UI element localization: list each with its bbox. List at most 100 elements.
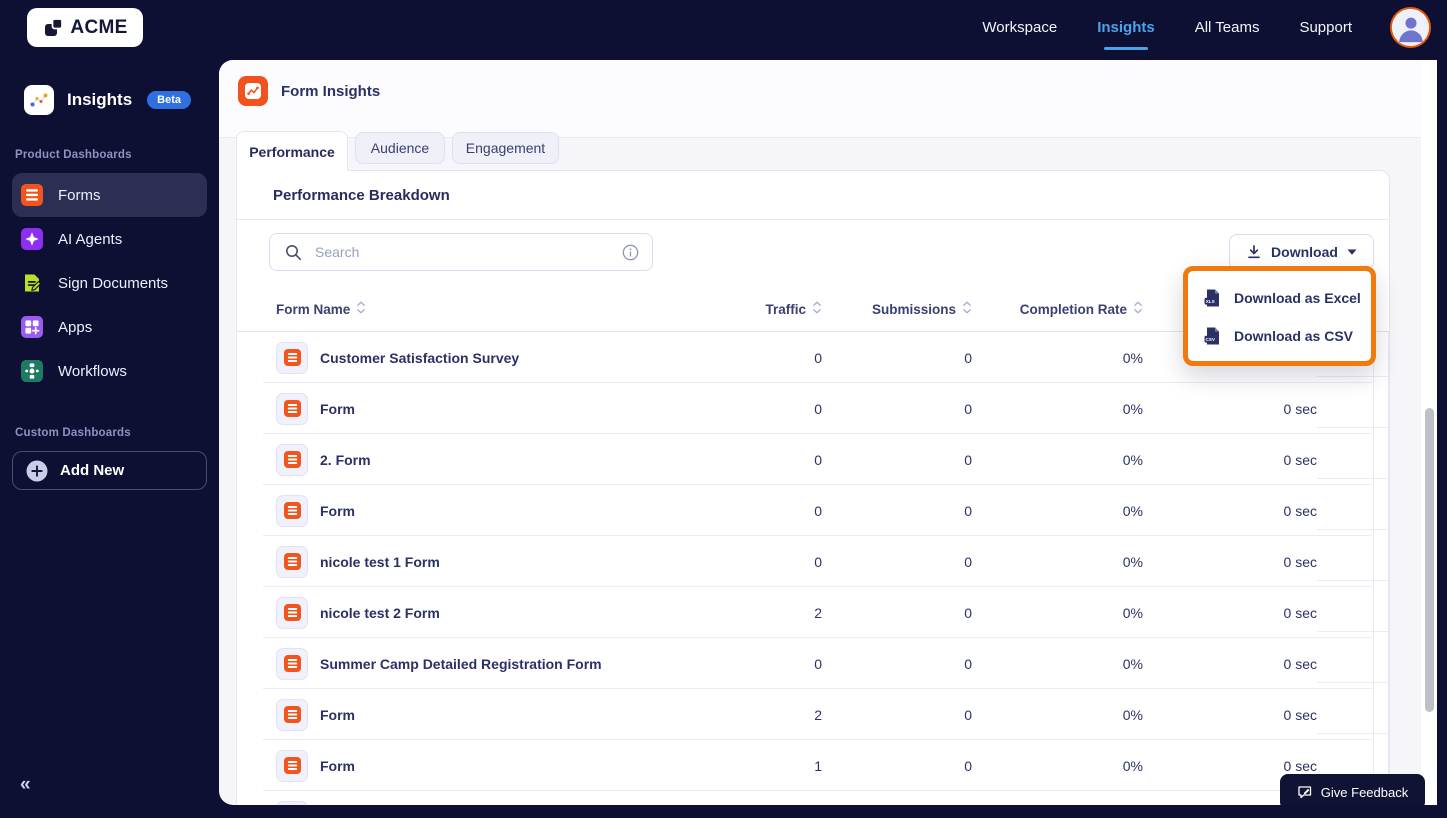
scrollbar-thumb[interactable] bbox=[1424, 408, 1434, 712]
traffic-value: 2 bbox=[814, 604, 822, 621]
avg-time-value: 0 sec bbox=[1283, 706, 1317, 723]
submissions-value: 0 bbox=[964, 655, 972, 672]
table-right-divider bbox=[1373, 332, 1374, 805]
svg-text:CSV: CSV bbox=[1205, 337, 1215, 342]
nav-link-insights[interactable]: Insights bbox=[1095, 13, 1157, 42]
completion-rate-value: 0% bbox=[1122, 604, 1143, 621]
table-header: Form Name Traffic Submissions Completion… bbox=[237, 287, 1389, 332]
tab-audience[interactable]: Audience bbox=[355, 132, 445, 164]
table-row[interactable]: Form 0 0 0% 0 sec bbox=[237, 383, 1389, 434]
avatar[interactable] bbox=[1390, 7, 1431, 48]
acme-logo-text: ACME bbox=[70, 16, 128, 38]
avg-time-value: 0 sec bbox=[1283, 400, 1317, 417]
tab-bar: Performance Audience Engagement bbox=[219, 131, 1437, 171]
form-name: Form bbox=[320, 502, 355, 519]
column-header-form-name[interactable]: Form Name bbox=[276, 300, 702, 318]
ai-agents-icon bbox=[21, 228, 43, 250]
form-name: 2. Form bbox=[320, 451, 371, 468]
add-new-label: Add New bbox=[60, 462, 125, 479]
submissions-value: 0 bbox=[964, 502, 972, 519]
sidebar-title: Insights bbox=[67, 90, 133, 109]
beta-badge: Beta bbox=[147, 91, 192, 109]
submissions-value: 0 bbox=[964, 349, 972, 366]
sidebar-item-apps[interactable]: Apps bbox=[12, 305, 207, 349]
avg-time-value: 0 sec bbox=[1283, 757, 1317, 774]
xls-file-icon: XLS bbox=[1202, 288, 1222, 308]
tab-engagement[interactable]: Engagement bbox=[452, 132, 559, 164]
completion-rate-value: 0% bbox=[1122, 757, 1143, 774]
menu-item-download-as-excel[interactable]: XLS Download as Excel bbox=[1188, 279, 1371, 317]
avg-time-value: 0 sec bbox=[1283, 451, 1317, 468]
person-icon bbox=[1392, 9, 1429, 46]
sidebar-item-workflows[interactable]: Workflows bbox=[12, 349, 207, 393]
column-header-traffic[interactable]: Traffic bbox=[702, 300, 822, 318]
sort-icon[interactable] bbox=[1133, 300, 1143, 318]
submissions-value: 0 bbox=[964, 400, 972, 417]
completion-rate-value: 0% bbox=[1122, 400, 1143, 417]
download-button[interactable]: Download bbox=[1229, 234, 1374, 270]
traffic-value: 0 bbox=[814, 349, 822, 366]
submissions-value: 0 bbox=[964, 757, 972, 774]
tab-performance[interactable]: Performance bbox=[236, 131, 348, 171]
table-row[interactable]: Summer Camp Detailed Registration Form 0… bbox=[237, 638, 1389, 689]
completion-rate-value: 0% bbox=[1122, 553, 1143, 570]
table-row[interactable]: 2. Form 0 0 0% 0 sec bbox=[237, 434, 1389, 485]
acme-logo-icon bbox=[42, 16, 66, 40]
sidebar-item-ai-agents[interactable]: AI Agents bbox=[12, 217, 207, 261]
table-row[interactable]: nicole test 1 Form 0 0 0% 0 sec bbox=[237, 536, 1389, 587]
sign-documents-icon bbox=[21, 272, 43, 294]
form-doc-icon bbox=[276, 647, 308, 680]
traffic-value: 1 bbox=[814, 757, 822, 774]
main-content: Form Insights Performance Audience Engagem… bbox=[219, 60, 1437, 805]
form-name: nicole test 2 Form bbox=[320, 604, 440, 621]
svg-text:XLS: XLS bbox=[1206, 299, 1215, 304]
form-doc-icon bbox=[276, 800, 308, 805]
completion-rate-value: 0% bbox=[1122, 349, 1143, 366]
chevron-down-icon bbox=[1347, 249, 1357, 255]
sidebar-item-forms[interactable]: Forms bbox=[12, 173, 207, 217]
download-icon bbox=[1246, 244, 1262, 260]
section-label-custom-dashboards: Custom Dashboards bbox=[15, 427, 131, 439]
avg-time-value: 0 sec bbox=[1283, 604, 1317, 621]
form-doc-icon bbox=[276, 494, 308, 527]
sort-icon[interactable] bbox=[812, 300, 822, 318]
search-input[interactable] bbox=[315, 244, 609, 260]
workflows-icon bbox=[21, 360, 43, 382]
traffic-value: 0 bbox=[814, 451, 822, 468]
info-icon[interactable] bbox=[622, 244, 639, 261]
menu-item-download-as-csv[interactable]: CSV Download as CSV bbox=[1188, 317, 1371, 355]
nav-link-all-teams[interactable]: All Teams bbox=[1194, 19, 1260, 36]
sidebar: Insights Beta Product Dashboards Forms A… bbox=[0, 55, 219, 818]
plus-circle-icon bbox=[26, 460, 48, 482]
column-header-completion-rate[interactable]: Completion Rate bbox=[972, 300, 1143, 318]
table-row[interactable]: nicole test 2 Form 2 0 0% 0 sec bbox=[237, 587, 1389, 638]
traffic-value: 0 bbox=[814, 655, 822, 672]
sort-icon[interactable] bbox=[962, 300, 972, 318]
sidebar-item-sign-documents[interactable]: Sign Documents bbox=[12, 261, 207, 305]
column-header-submissions[interactable]: Submissions bbox=[822, 300, 972, 318]
form-doc-icon bbox=[276, 443, 308, 476]
nav-link-support[interactable]: Support bbox=[1299, 19, 1352, 36]
form-doc-icon bbox=[276, 596, 308, 629]
give-feedback-button[interactable]: Give Feedback bbox=[1280, 774, 1425, 805]
download-menu: XLS Download as Excel CSV Download as CS… bbox=[1183, 266, 1376, 366]
table-row[interactable]: Form 2 0 0% 0 sec bbox=[237, 689, 1389, 740]
sort-icon[interactable] bbox=[356, 300, 366, 318]
avg-time-value: 0 sec bbox=[1283, 502, 1317, 519]
table-row[interactable] bbox=[237, 791, 1389, 805]
nav-link-workspace[interactable]: Workspace bbox=[982, 19, 1058, 36]
form-doc-icon bbox=[276, 392, 308, 425]
acme-logo[interactable]: ACME bbox=[27, 8, 143, 47]
completion-rate-value: 0% bbox=[1122, 502, 1143, 519]
table-row[interactable]: Form 0 0 0% 0 sec bbox=[237, 485, 1389, 536]
add-new-button[interactable]: Add New bbox=[12, 451, 207, 490]
form-name: Form bbox=[320, 757, 355, 774]
form-name: nicole test 1 Form bbox=[320, 553, 440, 570]
form-name: Form bbox=[320, 400, 355, 417]
search-box[interactable] bbox=[269, 233, 653, 271]
topnav-links: Workspace Insights All Teams Support bbox=[980, 13, 1354, 42]
table-row[interactable]: Form 1 0 0% 0 sec bbox=[237, 740, 1389, 791]
traffic-value: 2 bbox=[814, 706, 822, 723]
page-title: Form Insights bbox=[281, 83, 381, 100]
collapse-sidebar-icon[interactable]: « bbox=[20, 774, 31, 795]
